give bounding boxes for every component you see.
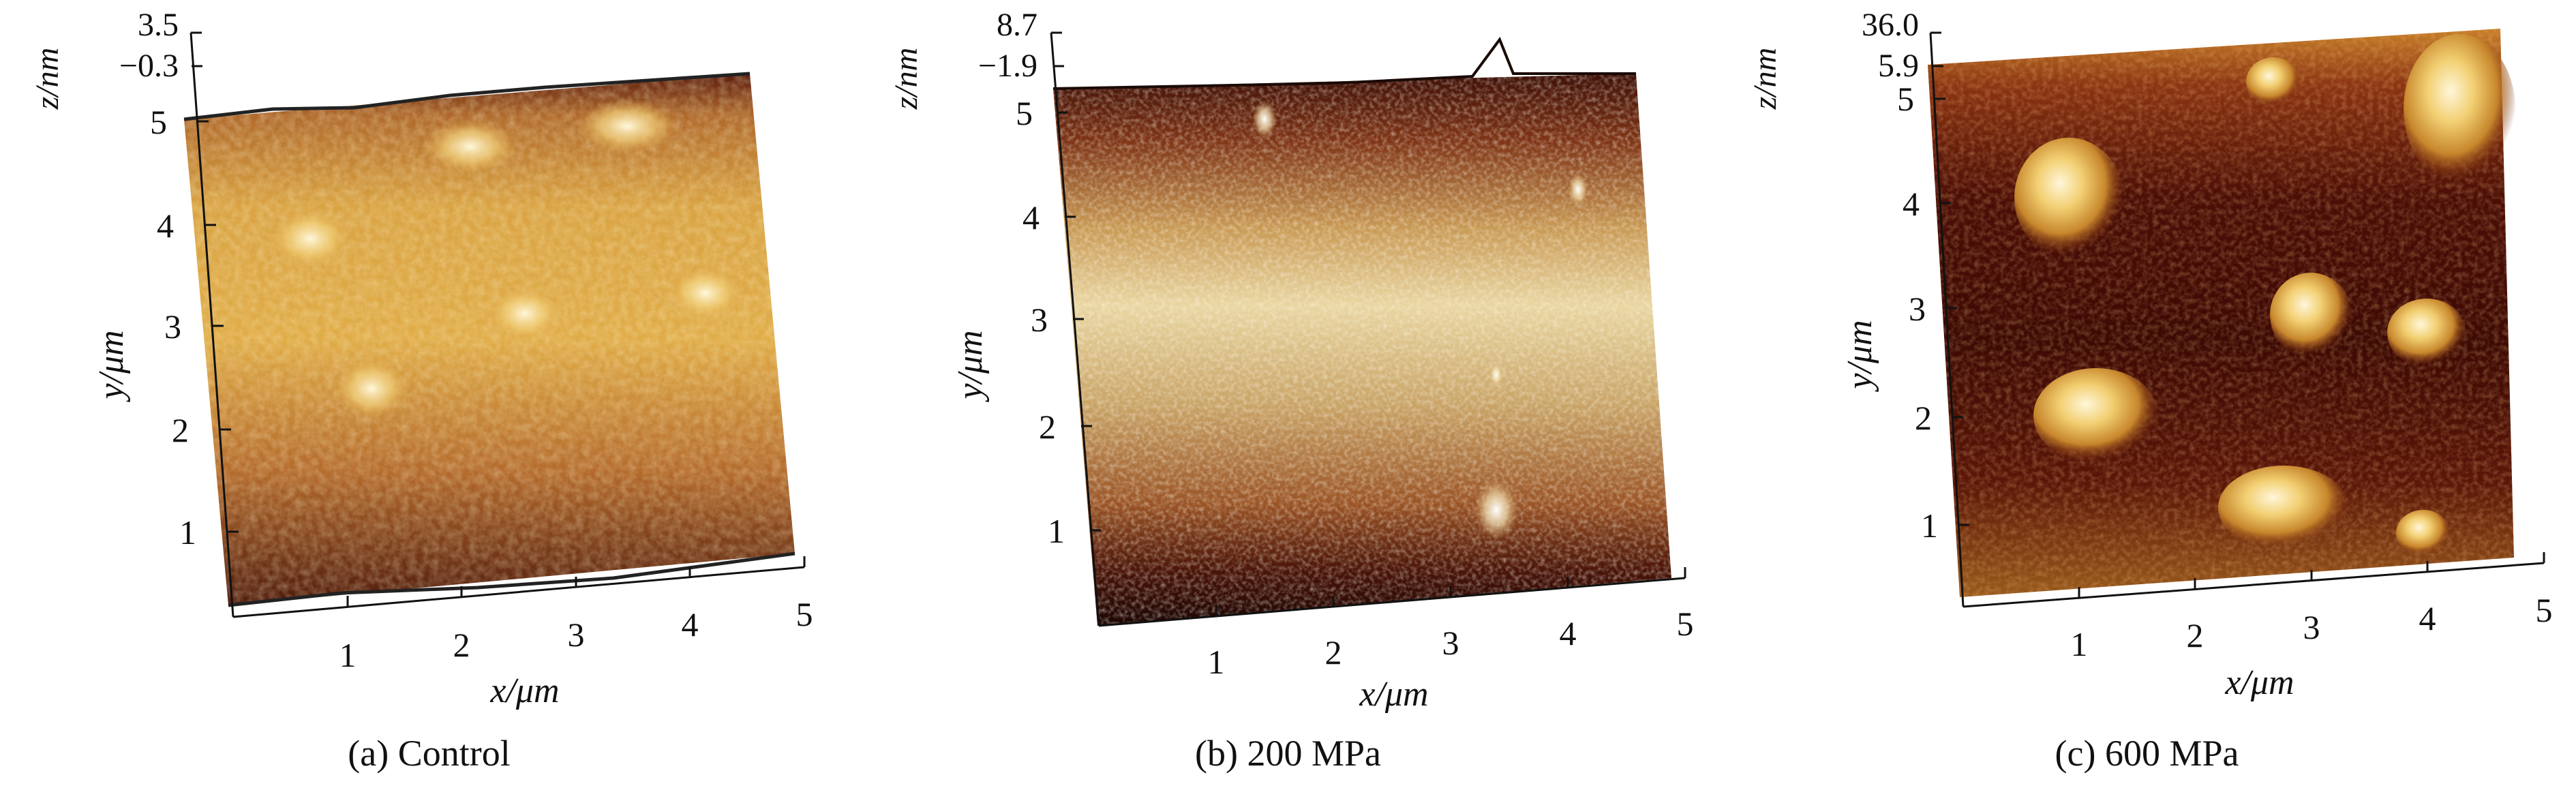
afm-plot-c: 36.0 5.9 z/nm 5 4 3 2 1 y/μm 1 2 3 4 5 x… [1747,7,2553,702]
height-feature [2396,510,2451,556]
height-feature [1252,100,1277,138]
y-tick-2: 2 [172,411,189,449]
y-tick-5: 5 [1016,94,1033,132]
panel-c: 36.0 5.9 z/nm 5 4 3 2 1 y/μm 1 2 3 4 5 x… [1718,0,2576,788]
x-tick-3: 3 [2303,608,2320,646]
x-tick-2: 2 [2187,616,2204,654]
x-axis-line [1098,577,1686,627]
z-max-label: 3.5 [138,7,179,43]
x-tick-5: 5 [2536,591,2553,629]
height-feature [487,286,562,341]
height-feature [2218,466,2349,550]
y-tick-2: 2 [1915,399,1932,437]
height-feature [2270,273,2352,357]
z-axis-label: z/nm [29,48,65,110]
z-max-label: 36.0 [1862,7,1919,43]
panel-caption: (c) 600 MPa [2055,733,2239,774]
surface-top-edge [183,72,751,121]
x-tick-4: 4 [2419,599,2436,637]
height-feature [423,119,518,174]
height-feature [2246,57,2301,106]
y-tick-5: 5 [150,103,167,141]
y-axis-label: y/μm [951,330,990,402]
y-axis-line [1929,32,1965,607]
height-feature [2404,34,2515,184]
height-feature [576,99,678,153]
y-tick-1: 1 [1048,512,1065,550]
afm-plot-a: 3.5 −0.3 z/nm 5 4 3 2 1 y/μm 1 2 3 4 5 x… [29,7,813,710]
panel-caption: (b) 200 MPa [1195,733,1381,774]
height-feature [2033,368,2159,464]
panel-a: 3.5 −0.3 z/nm 5 4 3 2 1 y/μm 1 2 3 4 5 x… [0,0,858,788]
y-tick-3: 3 [1031,301,1048,339]
y-tick-2: 2 [1039,408,1056,446]
z-axis-label: z/nm [1747,48,1783,110]
y-axis-label: y/μm [1840,320,1879,392]
y-axis-line [1050,32,1100,626]
surface-top-edge [1052,36,1636,90]
height-feature [334,358,409,419]
x-tick-4: 4 [682,605,699,643]
y-tick-1: 1 [1921,506,1938,545]
y-tick-5: 5 [1897,80,1914,118]
x-tick-5: 5 [796,595,813,633]
x-tick-1: 1 [339,636,357,674]
panel-caption: (a) Control [348,733,511,774]
x-axis-line [232,566,805,618]
z-min-label: −0.3 [119,48,179,84]
x-tick-3: 3 [568,616,585,654]
z-min-label: −1.9 [978,48,1037,84]
x-tick-3: 3 [1442,624,1459,662]
afm-plot-b: 8.7 −1.9 z/nm 5 4 3 2 1 y/μm 1 2 3 4 5 x… [888,7,1694,714]
y-tick-3: 3 [1909,290,1926,328]
height-feature [668,266,743,320]
x-axis-label: x/μm [489,671,559,710]
panel-b: 8.7 −1.9 z/nm 5 4 3 2 1 y/μm 1 2 3 4 5 x… [859,0,1717,788]
x-axis-label: x/μm [2224,663,2294,702]
y-tick-3: 3 [164,307,181,346]
surface-texture-a [184,74,795,605]
y-axis-label: y/μm [92,330,131,402]
x-tick-1: 1 [1208,643,1225,681]
y-tick-4: 4 [1022,198,1040,237]
surface-bottom-edge [228,551,795,607]
y-axis-line [190,32,234,618]
y-tick-4: 4 [1903,185,1920,223]
x-axis-label: x/μm [1359,675,1428,714]
height-feature [2387,299,2466,367]
x-tick-2: 2 [453,626,470,664]
x-tick-2: 2 [1325,633,1342,671]
z-max-label: 8.7 [997,7,1037,43]
height-feature [1474,480,1518,540]
height-feature [1489,363,1503,387]
z-axis-label: z/nm [888,48,924,110]
height-feature [2014,138,2123,258]
x-axis-line [1963,562,2545,608]
x-tick-4: 4 [1560,614,1577,652]
z-min-label: 5.9 [1878,48,1919,84]
x-tick-5: 5 [1677,605,1694,643]
y-tick-1: 1 [179,513,196,551]
surface-texture-b [1053,74,1671,626]
y-tick-4: 4 [157,207,174,245]
x-tick-1: 1 [2071,625,2088,663]
height-feature [269,208,351,269]
height-feature [1569,173,1588,206]
